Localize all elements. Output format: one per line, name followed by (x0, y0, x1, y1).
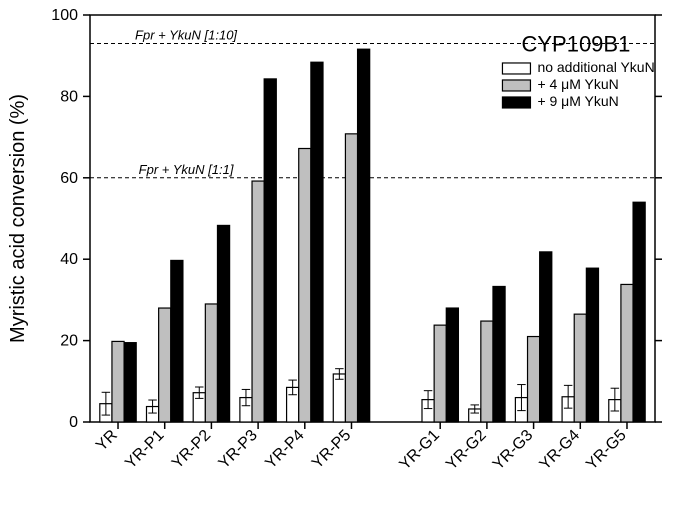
ytick-label: 40 (60, 251, 78, 268)
bar (299, 148, 311, 422)
bar (217, 225, 229, 422)
bar (633, 202, 645, 422)
bar (252, 181, 264, 422)
reference-label: Fpr + YkuN [1:1] (139, 162, 234, 177)
reference-label: Fpr + YkuN [1:10] (135, 27, 237, 42)
bar (345, 134, 357, 422)
bar (124, 343, 136, 422)
legend-label: + 9 μM YkuN (537, 93, 618, 109)
bar (528, 337, 540, 422)
legend-swatch (502, 97, 530, 108)
legend-swatch (502, 80, 530, 91)
bar (205, 304, 217, 422)
legend-label: + 4 μM YkuN (537, 76, 618, 92)
ytick-label: 60 (60, 170, 78, 187)
bar (264, 79, 276, 422)
ytick-label: 0 (69, 414, 78, 431)
legend-swatch (502, 63, 530, 74)
bar (481, 321, 493, 422)
bar (434, 325, 446, 422)
bar (171, 260, 183, 422)
legend-label: no additional YkuN (537, 59, 654, 75)
ytick-label: 80 (60, 88, 78, 105)
chart-title: CYP109B1 (521, 31, 630, 56)
bar (540, 252, 552, 422)
ytick-label: 20 (60, 333, 78, 350)
bar (333, 374, 345, 422)
bar (621, 284, 633, 422)
bar (159, 308, 171, 422)
bar (358, 49, 370, 422)
bar (311, 62, 323, 422)
bar (574, 314, 586, 422)
chart-container: 0 20 40 60 80 100 Fpr + YkuN [1:10] Fpr + YkuN … (0, 0, 675, 512)
bar (586, 268, 598, 422)
bar (493, 286, 505, 422)
ytick-label: 100 (51, 7, 78, 24)
y-axis-label: Myristic acid conversion (%) (7, 94, 29, 343)
bar (446, 308, 458, 422)
bar (112, 341, 124, 422)
